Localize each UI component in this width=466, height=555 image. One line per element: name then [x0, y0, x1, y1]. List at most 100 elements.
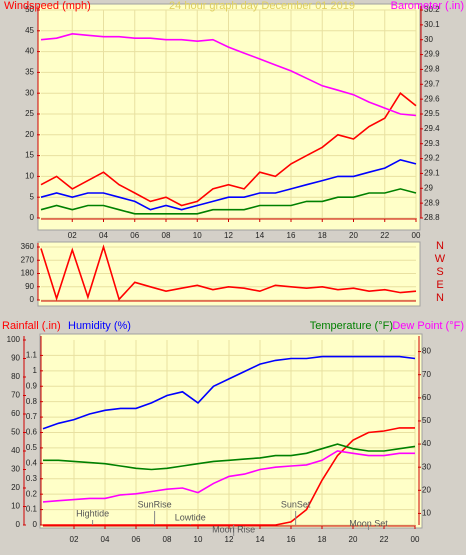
- series-line: [43, 443, 416, 471]
- plot-area: [39, 333, 423, 529]
- y-tick-label: 29.6: [424, 94, 440, 103]
- y-tick-label: 15: [25, 151, 34, 160]
- y-tick-label: 270: [21, 255, 35, 264]
- y-tick-label: 29.9: [424, 50, 440, 59]
- y-tick-label: 180: [21, 269, 35, 278]
- y-tick-label: 0.2: [26, 489, 38, 498]
- y-tick-label: 1: [33, 366, 38, 375]
- y-tick-label: 360: [21, 242, 35, 251]
- x-tick-label: 00: [411, 535, 420, 544]
- y-tick-label: 30.1: [424, 20, 440, 29]
- y-tick-label: 0.9: [26, 381, 38, 390]
- y-tick-label: 10: [422, 509, 431, 518]
- x-tick-label: 18: [318, 231, 327, 240]
- x-tick-label: 20: [349, 535, 358, 544]
- y-tick-label: 0.3: [26, 474, 38, 483]
- y-tick-label: 10: [11, 502, 20, 511]
- y-tick-label: 30: [424, 35, 433, 44]
- y-tick-label: 90: [25, 282, 34, 291]
- y-tick-label: 30: [11, 465, 20, 474]
- x-tick-label: 06: [130, 231, 139, 240]
- x-tick-label: 04: [101, 535, 110, 544]
- legend-entry: Humidity (%): [68, 320, 131, 332]
- y-tick-label: 70: [11, 391, 20, 400]
- series-line: [40, 158, 417, 211]
- event-label: Lowtide: [175, 512, 206, 522]
- y-tick-label: 50: [25, 5, 34, 14]
- y-tick-label: 1.1: [26, 351, 38, 360]
- y-tick-label: 90: [11, 354, 20, 363]
- x-tick-label: 22: [380, 535, 389, 544]
- x-tick-label: 12: [225, 535, 234, 544]
- series-line: [40, 244, 417, 302]
- x-tick-label: 20: [349, 231, 358, 240]
- y-tick-label: 35: [25, 68, 34, 77]
- y-tick-label: 5: [30, 192, 35, 201]
- y-tick-label: 20: [422, 485, 431, 494]
- event-label: SunRise: [138, 499, 172, 509]
- y-tick-label: 29.1: [424, 169, 440, 178]
- y-tick-label: 40: [25, 47, 34, 56]
- y-tick-label: 30.2: [424, 5, 440, 14]
- y-tick-label: 29: [424, 183, 433, 192]
- y-tick-label: 50: [422, 416, 431, 425]
- y-tick-label: 20: [11, 483, 20, 492]
- x-tick-label: 04: [99, 231, 108, 240]
- legend-entry: Barometer (.in): [391, 0, 464, 12]
- event-label: Hightide: [76, 508, 109, 518]
- y-tick-label: 29.2: [424, 154, 440, 163]
- x-tick-label: 10: [194, 535, 203, 544]
- direction-label: N: [436, 292, 444, 304]
- legend-entry: Rainfall (.in): [2, 320, 61, 332]
- x-tick-label: 22: [380, 231, 389, 240]
- x-tick-label: 02: [70, 535, 79, 544]
- direction-label: W: [435, 253, 446, 265]
- x-tick-label: 14: [255, 231, 264, 240]
- y-tick-label: 28.9: [424, 198, 440, 207]
- y-tick-label: 0.5: [26, 443, 38, 452]
- direction-label: N: [436, 240, 444, 252]
- x-tick-label: 16: [287, 535, 296, 544]
- event-label: SunSet: [281, 499, 311, 509]
- y-tick-label: 0: [16, 520, 21, 529]
- x-tick-label: 06: [132, 535, 141, 544]
- x-tick-label: 18: [318, 535, 327, 544]
- event-label: Moon Set: [349, 518, 388, 528]
- y-tick-label: 20: [25, 130, 34, 139]
- y-tick-label: 30: [25, 88, 34, 97]
- y-tick-label: 28.8: [424, 213, 440, 222]
- y-tick-label: 0: [33, 520, 38, 529]
- legend-entry: Dew Point (°F): [392, 320, 464, 332]
- y-tick-label: 0: [30, 213, 35, 222]
- y-tick-label: 10: [25, 172, 34, 181]
- x-tick-label: 02: [68, 231, 77, 240]
- x-tick-label: 12: [224, 231, 233, 240]
- y-tick-label: 0.8: [26, 397, 38, 406]
- x-tick-label: 14: [256, 535, 265, 544]
- series-line: [43, 427, 415, 526]
- y-tick-label: 40: [422, 439, 431, 448]
- y-tick-label: 30: [422, 462, 431, 471]
- y-tick-label: 29.4: [424, 124, 440, 133]
- y-tick-label: 80: [11, 372, 20, 381]
- x-tick-label: 16: [287, 231, 296, 240]
- x-tick-label: 08: [162, 231, 171, 240]
- direction-label: E: [436, 279, 443, 291]
- y-tick-label: 0.4: [26, 458, 38, 467]
- y-tick-label: 29.3: [424, 139, 440, 148]
- event-label: Moon Rise: [212, 524, 255, 534]
- y-tick-label: 60: [11, 409, 20, 418]
- series-line: [40, 92, 417, 207]
- y-tick-label: 0.6: [26, 428, 38, 437]
- y-tick-label: 29.5: [424, 109, 440, 118]
- y-tick-label: 29.8: [424, 65, 440, 74]
- x-tick-label: 10: [193, 231, 202, 240]
- y-tick-label: 25: [25, 109, 34, 118]
- y-tick-label: 60: [422, 393, 431, 402]
- y-tick-label: 40: [11, 446, 20, 455]
- legend-entry: Temperature (°F): [310, 320, 393, 332]
- y-tick-label: 45: [25, 26, 34, 35]
- direction-label: S: [436, 266, 443, 278]
